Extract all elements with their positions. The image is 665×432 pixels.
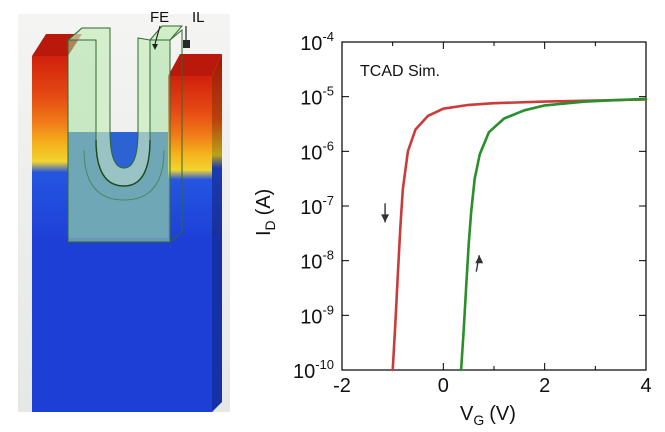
substrate-block	[32, 236, 212, 412]
x-tick-label: 2	[539, 375, 550, 397]
y-tick-power: -7	[322, 193, 334, 208]
x-axis-label: VG (V)	[460, 403, 516, 428]
y-axis-label-unit: (A)	[253, 189, 275, 216]
y-tick-power: -10	[315, 357, 334, 372]
x-axis-label-sub: G	[473, 412, 484, 428]
il-curve	[95, 139, 151, 187]
y-tick-label: 10-8	[300, 248, 334, 274]
y-tick-power: -8	[322, 248, 334, 263]
arrow-up-head	[475, 255, 484, 264]
series-line-reverse-sweep	[391, 98, 648, 372]
series-line-forward-sweep	[459, 97, 648, 372]
fe-label: FE	[150, 9, 169, 26]
y-tick-base: 10	[293, 361, 315, 383]
y-tick-power: -5	[322, 84, 334, 99]
y-axis-label: ID (A)	[253, 189, 278, 236]
right-pillar-side	[212, 54, 222, 238]
device-3d-illustration: FE IL	[18, 9, 230, 412]
y-tick-label: 10-5	[300, 84, 334, 110]
x-tick-label: 4	[640, 375, 651, 397]
left-pillar	[32, 56, 68, 238]
y-tick-label: 10-6	[300, 138, 334, 164]
x-tick-label: 0	[438, 375, 449, 397]
y-tick-label: 10-4	[300, 29, 334, 55]
plot-frame	[341, 41, 647, 371]
y-axis-label-main: I	[253, 230, 275, 236]
fe-pointer-head	[152, 44, 158, 50]
x-axis-label-unit: (V)	[489, 403, 516, 425]
y-tick-label: 10-9	[300, 302, 334, 328]
right-pillar	[168, 76, 212, 238]
y-tick-base: 10	[300, 142, 322, 164]
x-axis-label-main: V	[460, 403, 474, 425]
y-tick-power: -9	[322, 302, 334, 317]
y-tick-base: 10	[300, 88, 322, 110]
y-tick-power: -6	[322, 138, 334, 153]
liner-curve-back	[83, 149, 165, 201]
il-marker	[183, 40, 190, 48]
y-tick-label: 10-10	[293, 357, 334, 383]
arrow-layer	[381, 203, 484, 272]
arrow-down-head	[381, 214, 390, 223]
fe-pointer	[154, 25, 161, 45]
y-tick-power: -4	[322, 29, 334, 44]
y-tick-base: 10	[300, 197, 322, 219]
il-label: IL	[192, 9, 205, 26]
liner-top-right	[148, 25, 184, 41]
y-tick-base: 10	[300, 306, 322, 328]
series-layer	[391, 97, 648, 372]
y-axis-label-sub: D	[262, 220, 278, 230]
y-tick-base: 10	[300, 33, 322, 55]
y-tick-base: 10	[300, 252, 322, 274]
annotation-tcad: TCAD Sim.	[360, 63, 440, 80]
substrate-side	[212, 226, 222, 412]
x-tick-label: -2	[333, 375, 351, 397]
y-tick-label: 10-7	[300, 193, 334, 219]
